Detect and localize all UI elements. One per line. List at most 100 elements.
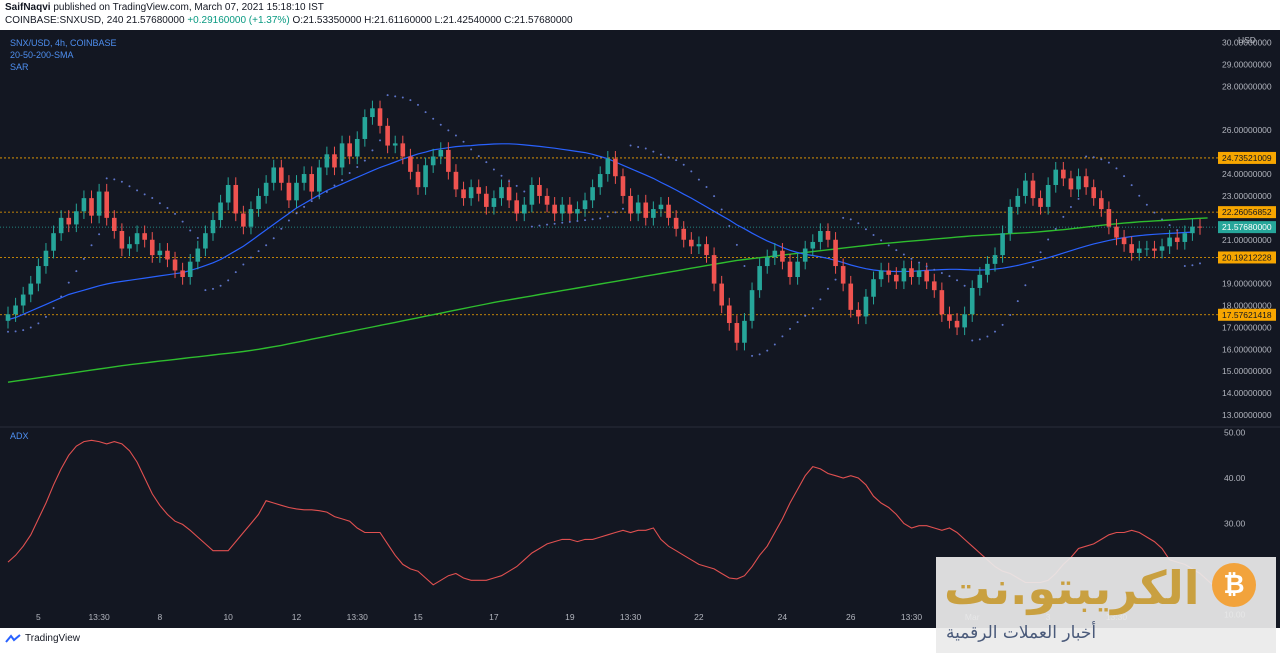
sar-dot <box>242 263 245 266</box>
sar-dot <box>325 190 328 193</box>
sar-dot <box>204 289 207 292</box>
candle-body <box>696 244 702 247</box>
candle-body <box>1091 187 1097 199</box>
candle-body <box>142 233 147 240</box>
author-name[interactable]: SaifNaqvi <box>5 2 51 13</box>
sar-dot <box>986 335 989 338</box>
candle-body <box>370 108 375 118</box>
sar-dot <box>895 249 898 252</box>
candle-body <box>408 156 413 172</box>
time-tick-label: 8 <box>157 612 162 622</box>
sar-dot <box>295 212 298 215</box>
sar-dot <box>902 253 905 256</box>
candle-body <box>339 143 345 168</box>
tradingview-logo[interactable]: TradingView <box>5 633 80 644</box>
candle-body <box>924 270 929 282</box>
sar-dot <box>105 177 108 180</box>
candle-body <box>446 149 451 172</box>
sar-dot <box>181 220 184 223</box>
candle-body <box>476 187 482 194</box>
sar-dot <box>697 178 700 181</box>
sar-dot <box>553 222 556 225</box>
candle-body <box>256 195 261 210</box>
sar-dot <box>743 264 746 267</box>
sar-dot <box>508 180 511 183</box>
candle-body <box>1190 226 1195 234</box>
candle-body <box>225 184 231 203</box>
candle-body <box>58 217 64 234</box>
sar-dot <box>394 95 397 98</box>
sar-dot <box>606 215 609 218</box>
candle-body <box>119 231 125 249</box>
tradingview-icon <box>5 633 21 643</box>
candle-body <box>1167 237 1172 247</box>
sar-dot <box>1039 251 1042 254</box>
sar-dot <box>128 185 131 188</box>
candle-body <box>392 143 398 146</box>
candle-body <box>1106 209 1112 227</box>
candle-body <box>51 233 56 251</box>
price-chart[interactable]: 30.00000000 29.00000000 28.00000000 26.0000… <box>0 30 1280 628</box>
candle-body <box>332 154 337 168</box>
sar-dot <box>849 218 852 221</box>
candle-body <box>385 125 390 146</box>
candle-body <box>605 158 611 175</box>
candle-body <box>916 270 922 278</box>
candle-body <box>962 314 967 328</box>
sar-dot <box>477 155 480 158</box>
price-tick-label: 18.00000000 <box>1222 300 1272 310</box>
symbol-line: COINBASE:SNXUSD, 240 21.57680000 +0.2916… <box>5 15 573 26</box>
candle-body <box>992 255 998 264</box>
adx-label: ADX <box>10 431 29 441</box>
candle-body <box>871 279 876 297</box>
sar-dot <box>796 321 799 324</box>
sar-dot <box>948 275 951 278</box>
candle-body <box>1068 178 1074 190</box>
sar-dot <box>174 212 177 215</box>
sar-dot <box>439 123 442 126</box>
candle-body <box>985 263 990 275</box>
sar-dot <box>773 343 776 346</box>
candle-body <box>172 259 178 271</box>
sar-dot <box>705 186 708 189</box>
price-tick-label: 19.00000000 <box>1222 279 1272 289</box>
candle-body <box>430 156 436 166</box>
time-tick-label: 13:30 <box>347 612 369 622</box>
sar-dot <box>287 219 290 222</box>
candle-body <box>749 290 755 321</box>
sar-dot <box>629 144 632 147</box>
price-tick-label: 16.00000000 <box>1222 344 1272 354</box>
sar-dot <box>644 147 647 150</box>
candle-body <box>453 171 459 190</box>
candle-body <box>628 195 633 214</box>
sar-dot <box>1085 155 1088 158</box>
sar-dot <box>409 99 412 102</box>
sar-dot <box>158 202 161 205</box>
sar-dot <box>637 146 640 149</box>
symbol-label: COINBASE:SNXUSD, 240 <box>5 15 124 26</box>
level-price-label: 24.73521009 <box>1222 153 1272 163</box>
candle-body <box>886 270 892 275</box>
candle-body <box>506 187 512 201</box>
candle-body <box>559 204 565 214</box>
sar-dot <box>60 295 63 298</box>
sar-dot <box>219 284 222 287</box>
sar-dot <box>67 281 70 284</box>
candle-body <box>840 266 846 284</box>
sar-dot <box>98 233 101 236</box>
candle-body <box>66 217 72 225</box>
adx-tick-label: 30.00 <box>1224 518 1246 528</box>
sar-dot <box>356 166 359 169</box>
candle-body <box>772 250 778 258</box>
candle-body <box>218 202 223 221</box>
candle-body <box>203 233 208 249</box>
sar-dot <box>318 195 321 198</box>
sar-dot <box>492 168 495 171</box>
candle-body <box>43 250 49 267</box>
candle-body <box>833 239 838 267</box>
sar-dot <box>940 272 943 275</box>
candle-body <box>757 266 762 291</box>
price-tick-label: 14.00000000 <box>1222 388 1272 398</box>
chart-background <box>0 30 1280 628</box>
price-tick-label: 30.00000000 <box>1222 38 1272 48</box>
